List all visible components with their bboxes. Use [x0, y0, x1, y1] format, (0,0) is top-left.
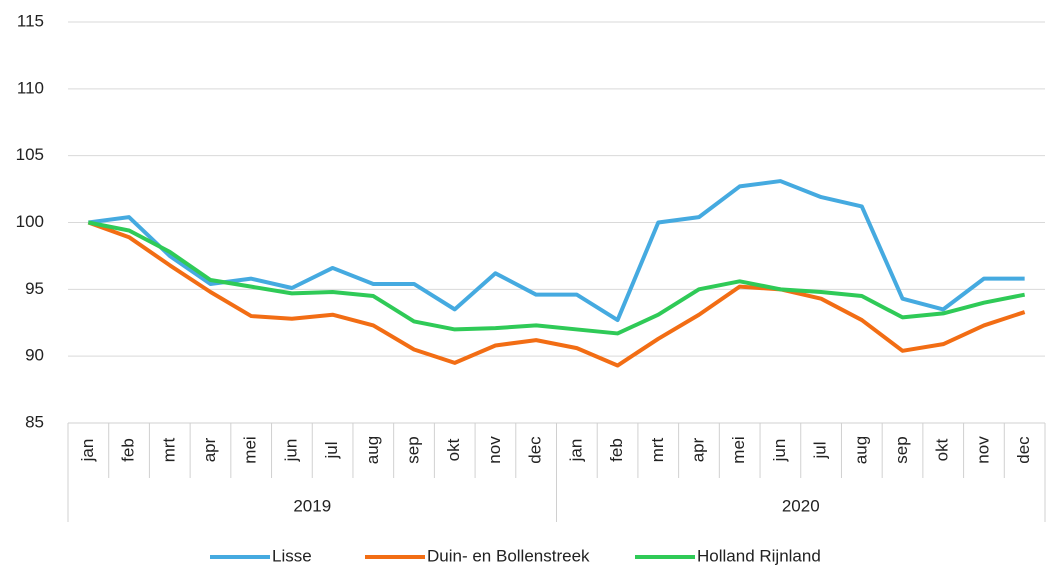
x-tick-label: jun: [281, 439, 300, 463]
x-tick-label: jul: [811, 441, 830, 459]
group-label: 2019: [293, 496, 331, 515]
y-tick-label: 100: [16, 212, 44, 231]
x-tick-label: jul: [322, 441, 341, 459]
x-tick-label: feb: [607, 438, 626, 462]
y-tick-label: 105: [16, 145, 44, 164]
series-line: [88, 179, 1025, 323]
x-tick-label: nov: [973, 436, 992, 464]
y-tick-label: 85: [25, 412, 44, 431]
x-tick-label: mrt: [159, 437, 178, 462]
x-tick-label: feb: [119, 438, 138, 462]
x-tick-label: nov: [485, 436, 504, 464]
y-tick-label: 95: [25, 279, 44, 298]
x-tick-label: mei: [729, 436, 748, 463]
x-tick-label: aug: [851, 436, 870, 464]
y-tick-label: 90: [25, 346, 44, 365]
series-line: [87, 220, 1026, 368]
x-tick-label: sep: [404, 436, 423, 463]
x-tick-label: dec: [1014, 436, 1033, 464]
legend-label: Duin- en Bollenstreek: [427, 546, 590, 565]
x-tick-label: apr: [688, 437, 707, 462]
x-tick-label: jan: [566, 439, 585, 463]
y-tick-label: 115: [17, 11, 44, 30]
x-tick-label: mrt: [648, 437, 667, 462]
x-tick-label: apr: [200, 437, 219, 462]
legend-label: Holland Rijnland: [697, 546, 821, 565]
y-tick-label: 110: [17, 78, 44, 97]
group-label: 2020: [782, 496, 820, 515]
x-tick-label: jan: [78, 439, 97, 463]
x-tick-label: okt: [933, 438, 952, 461]
series-line: [87, 220, 1026, 336]
x-tick-label: jun: [770, 439, 789, 463]
x-tick-label: mei: [241, 436, 260, 463]
x-tick-label: sep: [892, 436, 911, 463]
x-tick-label: okt: [444, 438, 463, 461]
legend-label: Lisse: [272, 546, 312, 565]
x-tick-label: dec: [526, 436, 545, 464]
x-tick-label: aug: [363, 436, 382, 464]
